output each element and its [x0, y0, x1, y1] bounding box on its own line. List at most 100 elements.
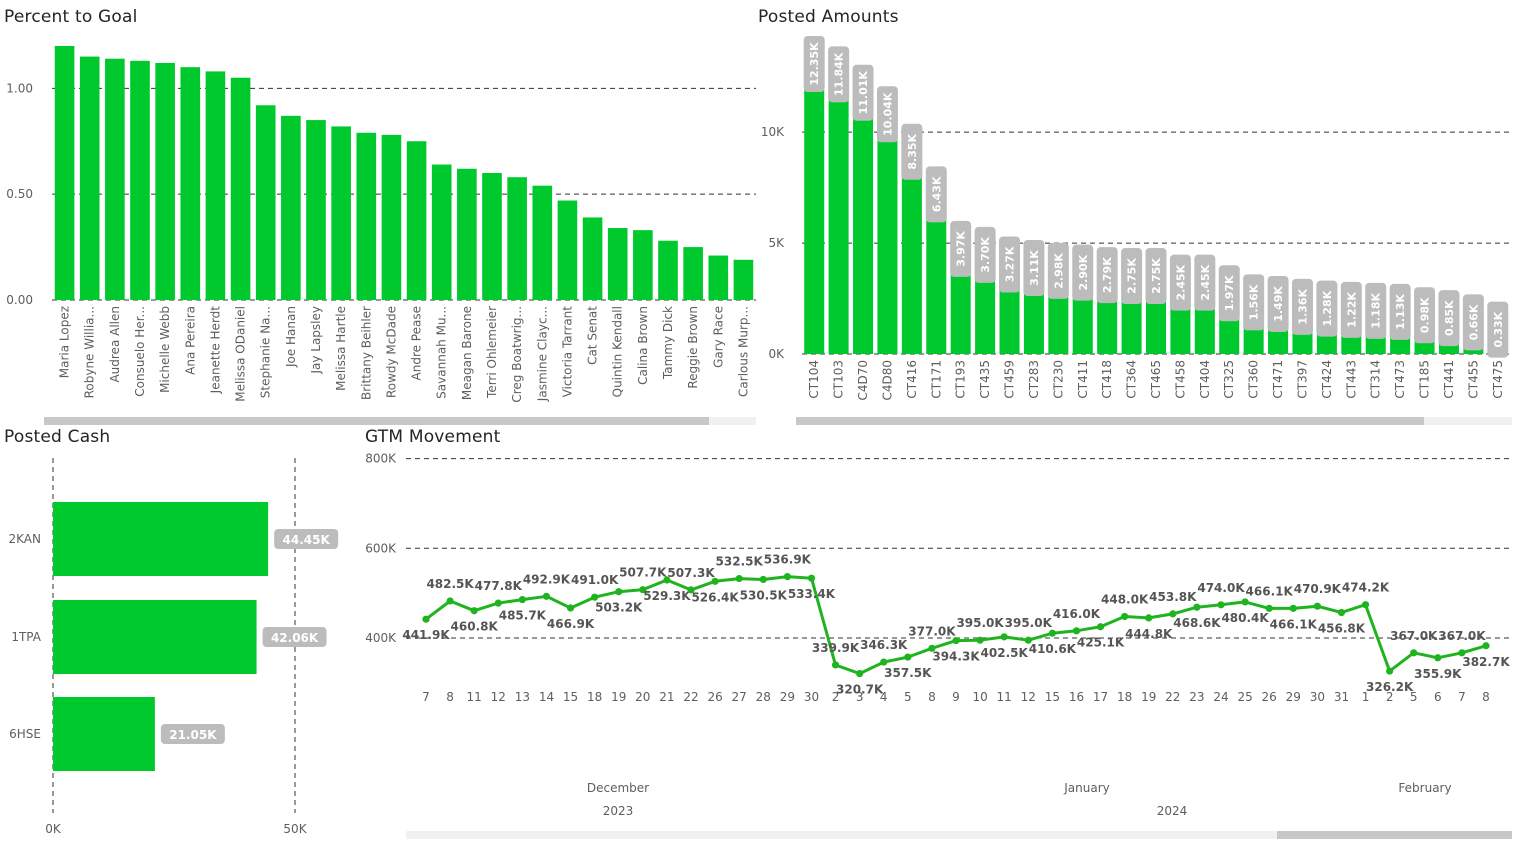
- data-point: [1048, 629, 1056, 637]
- x-tick-label: 18: [587, 690, 602, 704]
- horizontal-scrollbar[interactable]: [406, 831, 1512, 839]
- bar: [507, 177, 527, 300]
- data-label: 530.5K: [740, 588, 788, 602]
- posted-amounts-chart: 0K 5K 10K 12.35K CT104 11.84K CT103 11.01K C4D70…: [761, 36, 1510, 401]
- data-label: 1.56K: [1248, 284, 1261, 320]
- data-label: 377.0K: [908, 624, 956, 638]
- bar: [901, 168, 922, 354]
- data-label-background: [1389, 283, 1411, 340]
- data-label: 1.13K: [1394, 294, 1407, 330]
- data-label-background: [1096, 247, 1118, 304]
- data-point: [663, 576, 671, 584]
- data-point: [711, 577, 719, 585]
- x-tick-label: CT471: [1271, 360, 1285, 399]
- x-tick-label: Quintin Kendall: [611, 306, 625, 397]
- data-point: [494, 599, 502, 607]
- x-tick-label: CT416: [905, 360, 919, 399]
- data-label-background: [1047, 242, 1069, 299]
- data-label: 1.18K: [1370, 293, 1383, 329]
- bar: [255, 105, 276, 301]
- data-label: 2.45K: [1174, 264, 1187, 300]
- bar: [53, 502, 269, 576]
- y-tick-label: 5K: [768, 236, 785, 250]
- data-point: [446, 597, 454, 605]
- x-tick-label: 8: [1482, 690, 1490, 704]
- bar: [230, 77, 251, 300]
- data-label: 10.04K: [881, 92, 894, 136]
- data-label: 416.0K: [1053, 607, 1101, 621]
- data-label: 6.43K: [930, 176, 943, 212]
- bar: [733, 259, 754, 300]
- data-label: 8.35K: [906, 133, 919, 169]
- x-tick-label: CT473: [1393, 360, 1407, 399]
- scrollbar-thumb[interactable]: [796, 417, 1424, 425]
- data-label: 460.8K: [451, 620, 499, 634]
- x-tick-label: Stephanie Na...: [259, 306, 273, 398]
- bar: [281, 115, 301, 300]
- bar: [999, 281, 1020, 354]
- bar: [331, 126, 351, 300]
- data-label: 453.8K: [1149, 590, 1197, 604]
- data-label: 466.1K: [1246, 584, 1294, 598]
- bar: [1023, 285, 1044, 354]
- x-tick-label: Joe Hanan: [284, 306, 298, 368]
- data-point: [1121, 612, 1129, 621]
- horizontal-scrollbar[interactable]: [44, 417, 756, 425]
- data-label: 339.9K: [812, 641, 860, 655]
- data-label-background: [1267, 275, 1289, 332]
- x-tick-label: CT418: [1100, 360, 1114, 399]
- data-label-background: [1145, 247, 1167, 304]
- x-tick-label: Maria Lopez: [58, 306, 72, 378]
- data-point: [1193, 603, 1201, 611]
- bar: [804, 80, 825, 354]
- data-label: 2.75K: [1150, 258, 1163, 294]
- data-label: 425.1K: [1077, 636, 1125, 650]
- data-label: 394.3K: [932, 650, 980, 664]
- x-tick-label: 19: [611, 690, 626, 704]
- data-label: 491.0K: [571, 573, 619, 587]
- x-tick-label: Jay Lapsley: [309, 306, 323, 375]
- x-tick-label: 7: [1458, 690, 1466, 704]
- x-tick-label: 6: [1434, 690, 1442, 704]
- scrollbar-thumb[interactable]: [1277, 831, 1512, 839]
- bar: [582, 217, 603, 300]
- data-label: 2.45K: [1199, 264, 1212, 300]
- data-point: [566, 604, 575, 612]
- x-tick-label: Audrea Allen: [108, 306, 122, 383]
- data-label: 474.2K: [1342, 581, 1390, 595]
- posted-amounts-panel: Posted Amounts 0K 5K 10K 12.35K CT104 11.84K C…: [752, 0, 1518, 430]
- data-point: [1145, 614, 1153, 622]
- bar: [926, 211, 947, 354]
- x-tick-label: CT459: [1003, 360, 1017, 399]
- bar: [130, 60, 150, 300]
- data-label-background: [1169, 254, 1191, 311]
- data-label-background: [274, 529, 339, 549]
- data-label: 410.6K: [1029, 642, 1077, 656]
- data-label-background: [1291, 278, 1313, 335]
- month-label: February: [1398, 781, 1451, 795]
- horizontal-scrollbar[interactable]: [796, 417, 1512, 425]
- bar: [155, 62, 175, 300]
- bar: [457, 168, 477, 300]
- data-label: 11.84K: [833, 52, 846, 96]
- x-tick-label: CT325: [1222, 360, 1236, 399]
- x-tick-label: CT360: [1247, 360, 1261, 399]
- x-tick-label: 21: [659, 690, 674, 704]
- data-label: 11.01K: [857, 71, 870, 115]
- data-label: 395.0K: [1005, 616, 1053, 630]
- data-label-background: [876, 86, 898, 143]
- x-tick-label: 13: [515, 690, 530, 704]
- data-label: 320.7K: [836, 683, 884, 697]
- x-tick-label: 22: [1165, 690, 1180, 704]
- scrollbar-thumb[interactable]: [44, 417, 709, 425]
- posted-cash-panel: Posted Cash 0K 50K 2KAN 44.45K 1TPA 42.06K 6HS…: [0, 425, 360, 845]
- bar: [828, 91, 849, 355]
- data-label: 480.4K: [1221, 611, 1269, 625]
- bar: [105, 58, 125, 301]
- x-tick-label: Meagan Barone: [460, 306, 474, 400]
- panel-title: Posted Amounts: [758, 7, 899, 27]
- data-label: 346.3K: [860, 638, 908, 652]
- x-tick-label: Melissa Hartle: [334, 306, 348, 391]
- data-point: [1289, 604, 1297, 612]
- data-label: 507.7K: [619, 566, 667, 580]
